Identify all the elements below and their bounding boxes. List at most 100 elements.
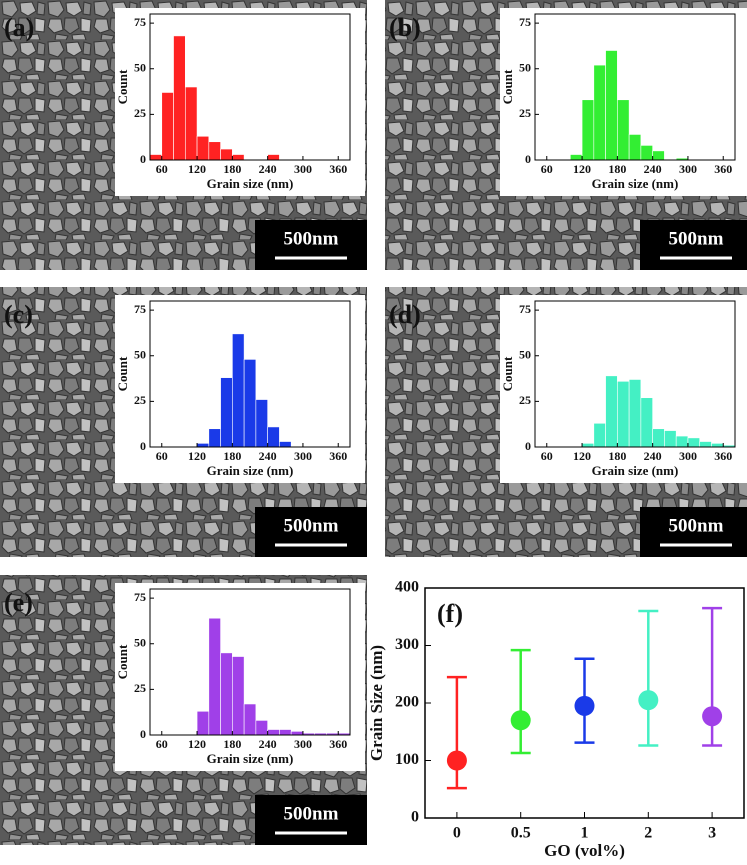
x-tick-label: 120 — [573, 449, 591, 463]
x-tick-label: 1 — [581, 825, 589, 842]
x-tick-label: 120 — [573, 162, 591, 176]
y-tick-label: 400 — [395, 579, 419, 596]
point — [574, 695, 595, 716]
panel: (c) 500nm 60 120 180 240 300 360 0 25 50 75 Grain si… — [0, 287, 367, 557]
bar — [208, 617, 221, 736]
bar — [232, 656, 245, 736]
x-tick-label: 180 — [223, 162, 241, 176]
scale-bar-label: 500nm — [669, 515, 724, 536]
bar — [232, 333, 245, 448]
y-axis-label: Count — [500, 356, 515, 391]
x-tick-label: 240 — [259, 449, 277, 463]
panel-label: (a) — [4, 13, 34, 42]
bar — [652, 428, 665, 448]
inset — [115, 8, 365, 196]
bar — [628, 134, 642, 161]
bar — [267, 154, 280, 161]
scale-bar-box — [255, 795, 367, 845]
bar — [593, 422, 606, 448]
panel: (e) 500nm 60 120 180 240 300 360 0 25 50 75 Grain si… — [0, 575, 367, 845]
panel-label: (f) — [437, 599, 463, 628]
bar — [196, 443, 210, 448]
bar — [220, 377, 233, 448]
plot-frame — [149, 588, 351, 736]
x-tick-label: 60 — [541, 449, 553, 463]
y-tick-label: 0 — [140, 439, 146, 453]
x-axis-label: Grain size (nm) — [207, 463, 294, 478]
y-tick-label: 50 — [134, 61, 146, 75]
bar — [243, 703, 257, 736]
panel: (f) 0 100 200 300 400 0 0.5 1 2 3 GO (vol%) Grain Si… — [367, 579, 745, 860]
x-tick-label: 360 — [329, 449, 347, 463]
x-axis-label: Grain size (nm) — [207, 751, 294, 766]
x-tick-label: 120 — [188, 737, 206, 751]
plot-frame — [534, 13, 736, 161]
x-tick-label: 360 — [714, 449, 732, 463]
y-axis-label: Count — [115, 69, 130, 104]
x-tick-label: 180 — [223, 737, 241, 751]
y-tick-label: 75 — [134, 590, 146, 604]
x-axis-label: Grain size (nm) — [592, 176, 679, 191]
bar — [208, 428, 221, 448]
y-tick-label: 200 — [395, 694, 419, 711]
scale-bar-label: 500nm — [284, 803, 339, 824]
x-tick-label: 240 — [644, 449, 662, 463]
point — [638, 690, 659, 711]
plot-frame — [149, 300, 351, 448]
x-tick-label: 240 — [644, 162, 662, 176]
bar — [699, 441, 712, 448]
scale-bar-box — [255, 507, 367, 557]
bar — [184, 86, 198, 161]
panel-label: (e) — [4, 588, 33, 617]
bar — [628, 379, 642, 448]
x-tick-label: 2 — [644, 825, 652, 842]
scale-bar-label: 500nm — [669, 228, 724, 249]
panel: (d) 500nm 60 120 180 240 300 360 0 25 50 75 Grain si… — [385, 287, 747, 557]
bar — [173, 35, 186, 161]
bar — [220, 652, 233, 736]
x-tick-label: 120 — [188, 449, 206, 463]
x-axis-label: GO (vol%) — [544, 841, 625, 860]
panel: (a) 500nm 60 120 180 240 300 360 0 25 50 75 Grain si… — [0, 0, 367, 270]
bar — [652, 150, 665, 161]
x-tick-label: 360 — [329, 162, 347, 176]
y-tick-label: 25 — [134, 106, 146, 120]
bar — [267, 426, 280, 448]
y-tick-label: 75 — [134, 302, 146, 316]
bar — [279, 729, 292, 736]
bar — [267, 729, 280, 736]
x-tick-label: 240 — [259, 737, 277, 751]
bar — [149, 154, 163, 161]
x-tick-label: 180 — [608, 449, 626, 463]
x-tick-label: 0.5 — [511, 825, 531, 842]
y-axis-label: Grain Size (nm) — [367, 645, 386, 761]
x-tick-label: 120 — [188, 162, 206, 176]
x-tick-label: 180 — [223, 449, 241, 463]
y-tick-label: 25 — [134, 681, 146, 695]
y-tick-label: 25 — [519, 106, 531, 120]
bar — [711, 443, 724, 448]
x-tick-label: 360 — [329, 737, 347, 751]
y-tick-label: 75 — [519, 302, 531, 316]
y-tick-label: 50 — [519, 61, 531, 75]
bar — [279, 441, 292, 448]
x-tick-label: 300 — [294, 449, 312, 463]
y-tick-label: 0 — [411, 809, 419, 826]
point — [446, 750, 467, 771]
scale-bar-label: 500nm — [284, 515, 339, 536]
x-axis-label: Grain size (nm) — [207, 176, 294, 191]
y-tick-label: 0 — [525, 152, 531, 166]
scale-bar-box — [255, 220, 367, 270]
scale-bar-box — [640, 220, 747, 270]
scale-bar-label: 500nm — [284, 228, 339, 249]
x-tick-label: 3 — [708, 825, 716, 842]
y-tick-label: 0 — [140, 152, 146, 166]
bar — [605, 375, 618, 448]
bar — [196, 135, 210, 161]
x-tick-label: 60 — [156, 449, 168, 463]
bar — [220, 148, 233, 161]
x-tick-label: 360 — [714, 162, 732, 176]
y-tick-label: 50 — [134, 348, 146, 362]
bar — [664, 430, 677, 448]
